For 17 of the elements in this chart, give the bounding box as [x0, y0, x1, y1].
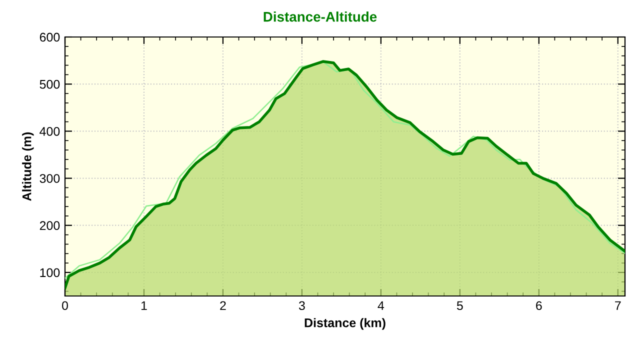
chart-title: Distance-Altitude — [264, 12, 377, 22]
x-tick-label: 1 — [141, 301, 147, 310]
y-tick-label: 200 — [40, 221, 60, 230]
x-tick-label: 0 — [62, 301, 68, 310]
y-axis-title: Altitude (m) — [22, 132, 34, 201]
x-tick-label: 3 — [298, 301, 305, 310]
x-tick-label: 2 — [220, 301, 226, 310]
x-tick-label: 5 — [456, 301, 463, 310]
y-tick-label: 600 — [40, 32, 60, 42]
x-axis-title: Distance (km) — [304, 318, 386, 330]
y-tick-label: 100 — [40, 268, 60, 278]
x-tick-label: 7 — [615, 301, 621, 310]
x-tick-label: 6 — [536, 301, 542, 310]
y-tick-label: 500 — [40, 80, 60, 89]
y-tick-label: 400 — [40, 126, 60, 136]
x-tick-label: 4 — [378, 301, 384, 310]
y-tick-label: 300 — [40, 174, 60, 183]
